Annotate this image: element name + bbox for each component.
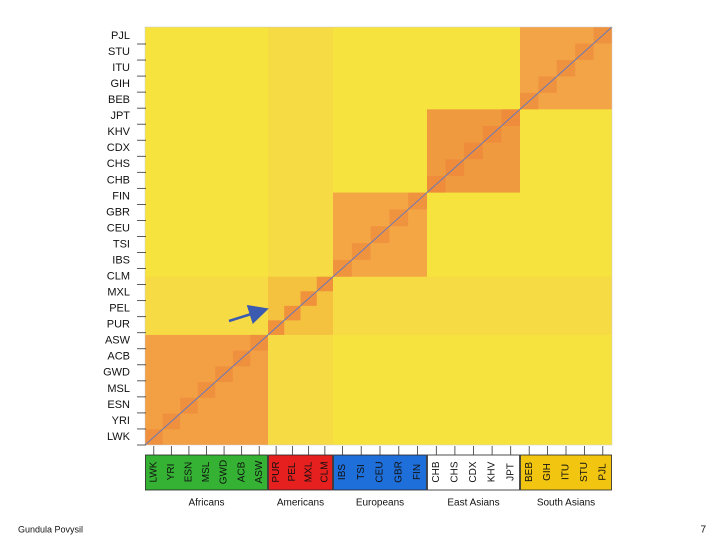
column-label: GWD [219,460,230,484]
column-label: CDX [468,461,479,482]
group-name: Americans [277,498,324,509]
column-label: MXL [303,461,314,482]
row-label: JPT [110,110,130,122]
row-label: MXL [107,287,130,299]
column-label: ACB [236,461,247,482]
row-label: CLM [107,271,130,283]
column-label: IBS [337,464,348,480]
row-label: PUR [107,319,130,331]
column-label: PUR [271,461,282,482]
column-label: ASW [254,460,265,483]
column-label: CLM [320,461,331,482]
row-label: CHS [107,158,130,170]
row-label: CDX [107,142,131,154]
column-label: STU [579,462,590,482]
group-name: East Asians [447,498,499,509]
row-label: ASW [105,335,131,347]
row-label: GBR [106,206,130,218]
admix-band [145,276,612,335]
row-label: LWK [107,431,131,443]
row-label: CEU [107,222,130,234]
column-label: FIN [412,464,423,480]
column-label: YRI [166,464,177,481]
column-label: KHV [487,461,498,482]
column-label: PJL [597,463,608,481]
group-label-box [145,454,268,491]
column-label: TSI [356,464,367,480]
column-label: MSL [201,461,212,482]
group-label-box [427,454,520,491]
group-name: South Asians [537,498,595,509]
row-label: GWD [103,367,130,379]
row-label: PEL [109,303,130,315]
row-label: TSI [113,238,130,250]
page-number: 7 [700,525,706,536]
row-label: STU [108,46,130,58]
column-label: CHS [450,461,461,482]
group-name: Europeans [356,498,404,509]
row-label: MSL [107,383,130,395]
column-label: BEB [524,462,535,482]
row-label: ITU [112,62,130,74]
admix-band [268,27,333,445]
group-label-box [333,454,427,491]
column-label: PEL [287,462,298,481]
heatmap-frame [144,26,613,446]
row-label: YRI [112,415,130,427]
column-label: JPT [505,463,516,481]
column-label: CHB [431,461,442,482]
row-label: ESN [107,399,130,411]
row-label: BEB [108,94,130,106]
column-label: GIH [542,463,553,481]
column-label: LWK [148,461,159,482]
column-label: CEU [375,461,386,482]
group-name: Africans [188,498,224,509]
diagonal [144,26,613,446]
row-label: CHB [107,174,130,186]
row-label: GIH [110,78,130,90]
pointer-arrow [228,304,269,325]
column-label: ESN [184,462,195,483]
row-label: IBS [112,254,130,266]
row-label: ACB [107,351,130,363]
group-label-box [268,454,333,491]
row-label: FIN [112,190,130,202]
row-label: PJL [111,30,130,42]
column-label: GBR [393,461,404,483]
row-label: KHV [107,126,130,138]
footer-author: Gundula Povysil [18,524,83,534]
column-label: ITU [561,464,572,480]
group-label-box [520,454,612,491]
